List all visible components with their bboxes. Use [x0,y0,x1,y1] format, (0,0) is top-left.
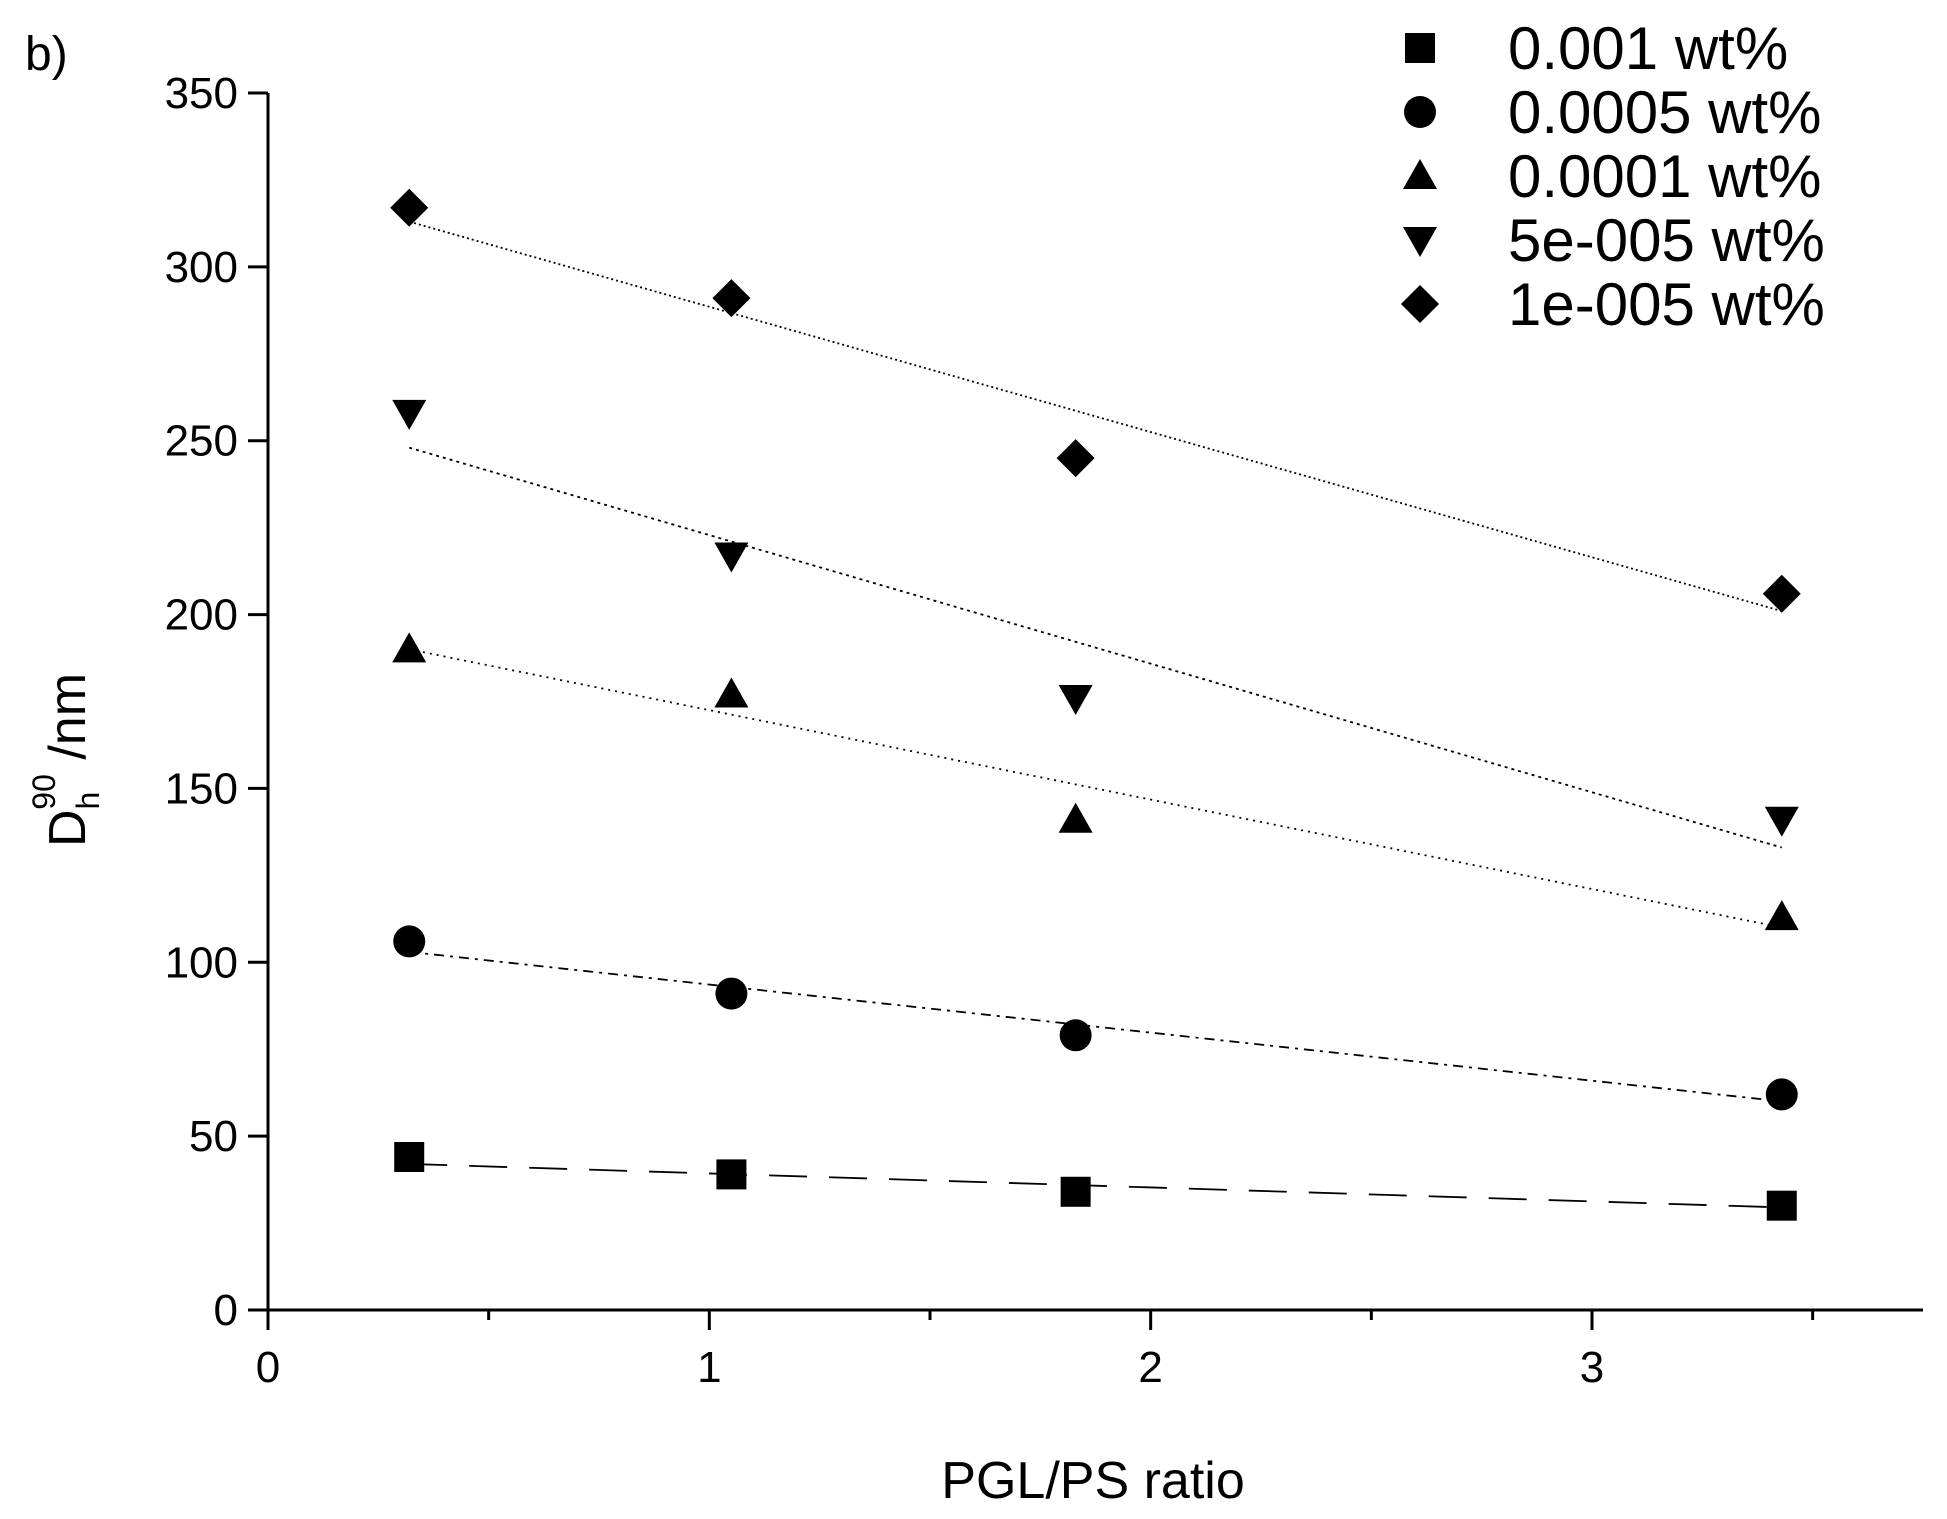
data-point-diamond [1762,574,1801,613]
data-point-square [1060,1176,1091,1207]
y-tick-label: 300 [165,243,238,292]
data-point-circle [393,925,426,958]
data-point-triangle-down [714,542,749,573]
data-point-triangle-down [392,399,427,430]
data-markers [390,188,1801,1221]
legend-label: 0.0001 wt% [1508,143,1822,210]
legend-label: 1e-005 wt% [1508,271,1825,338]
legend-label: 0.001 wt% [1508,15,1788,82]
fit-line-2 [409,950,1782,1103]
y-tick-label: 150 [165,764,238,813]
fit-lines [408,220,1783,1209]
y-tick-label: 250 [165,417,238,466]
data-point-square [716,1159,747,1190]
svg-text:Dh90 /nm: Dh 90 /nm [26,673,106,847]
data-point-triangle-up [714,677,749,708]
legend-marker-square [1405,33,1435,63]
data-point-diamond [1056,439,1095,478]
y-axis-title-subscript: h [70,792,106,810]
y-tick-label: 100 [165,938,238,987]
x-tick-label: 1 [697,1343,721,1392]
y-tick-label: 200 [165,591,238,640]
y-tick-label: 0 [214,1286,238,1335]
y-tick-label: 350 [165,69,238,118]
legend-marker-diamond [1401,285,1439,323]
data-point-triangle-down [1764,806,1799,837]
x-tick-label: 0 [256,1343,280,1392]
legend-marker-circle [1404,96,1436,128]
legend-label: 5e-005 wt% [1508,207,1825,274]
legend-marker-triangle-up [1403,159,1437,189]
y-axis-title-unit: /nm [39,673,97,774]
axes: 0 50 100 150 200 250 300 350 0 1 2 3 [165,69,1923,1392]
data-point-triangle-down [1058,685,1093,716]
data-point-triangle-up [1764,900,1799,931]
legend-label: 0.0005 wt% [1508,79,1822,146]
panel-label: b) [25,28,68,81]
y-axis-title: Dh 90 /nm [26,673,106,847]
x-tick-label: 2 [1138,1343,1162,1392]
x-tick-label: 3 [1580,1343,1604,1392]
fit-line-1 [409,1163,1782,1209]
data-point-diamond [712,279,751,318]
legend: 0.001 wt%0.0005 wt%0.0001 wt%5e-005 wt%1… [1401,15,1825,338]
y-axis-title-superscript: 90 [26,774,62,810]
x-axis-title: PGL/PS ratio [941,1452,1244,1510]
data-point-circle [1765,1078,1798,1111]
data-point-diamond [390,188,429,227]
data-point-square [1766,1190,1797,1221]
data-point-triangle-up [392,632,427,663]
data-point-triangle-up [1058,802,1093,833]
y-tick-label: 50 [189,1112,238,1161]
legend-marker-triangle-down [1403,227,1437,257]
data-point-circle [1059,1019,1092,1052]
fit-line-3 [409,648,1782,929]
data-point-square [394,1142,425,1173]
y-axis-title-base: D [39,809,97,847]
fit-line-4 [408,446,1783,849]
data-point-circle [715,977,748,1010]
